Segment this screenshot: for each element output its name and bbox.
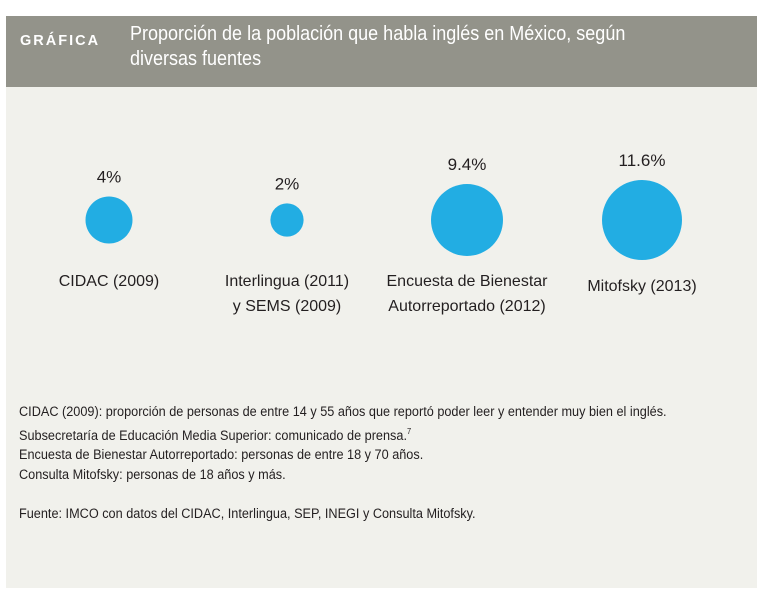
- chart-panel: GRÁFICA Proporción de la población que h…: [6, 16, 757, 588]
- category-label-interlingua-2011-line1: Interlingua (2011): [225, 273, 349, 290]
- chart-header: GRÁFICA Proporción de la población que h…: [6, 16, 757, 87]
- value-label-cidac-2009: 4%: [97, 168, 122, 187]
- value-label-interlingua-2011: 2%: [275, 174, 300, 193]
- value-label-encuesta-de-bienestar: 9.4%: [448, 155, 487, 174]
- bubble-interlingua-2011: [270, 203, 304, 237]
- value-label-mitofsky-2013: 11.6%: [619, 151, 666, 170]
- category-label-cidac-2009: CIDAC (2009): [59, 273, 159, 290]
- bubble-chart: 4% CIDAC (2009) 2% Interlingua (2011) y SEMS…: [59, 151, 697, 315]
- note-bienestar: Encuesta de Bienestar Autorreportado: pe…: [19, 447, 424, 462]
- chart-notes: CIDAC (2009): proporción de personas de …: [19, 402, 696, 523]
- bubble-cidac-2009: [85, 196, 133, 244]
- bubble-mitofsky-2013: [602, 180, 682, 260]
- note-sems: Subsecretaría de Educación Media Superio…: [19, 422, 696, 446]
- source-note: Fuente: IMCO con datos del CIDAC, Interl…: [19, 505, 476, 521]
- bubble-encuesta-de-bienestar: [431, 184, 503, 256]
- category-label-interlingua-2011-line2: y SEMS (2009): [233, 298, 341, 315]
- note-sems-text: Subsecretaría de Educación Media Superio…: [19, 427, 407, 443]
- note-mitofsky: Consulta Mitofsky: personas de 18 años y…: [19, 466, 286, 482]
- chart-kicker: GRÁFICA: [20, 33, 101, 49]
- category-label-mitofsky-2013: Mitofsky (2013): [587, 278, 696, 295]
- category-label-encuesta-de-bienestar-line2: Autorreportado (2012): [388, 298, 545, 315]
- category-label-encuesta-de-bienestar-line1: Encuesta de Bienestar: [387, 273, 549, 290]
- chart-title: Proporción de la población que habla ing…: [130, 23, 626, 70]
- footnote-marker: 7: [406, 426, 412, 436]
- note-cidac: CIDAC (2009): proporción de personas de …: [19, 404, 667, 419]
